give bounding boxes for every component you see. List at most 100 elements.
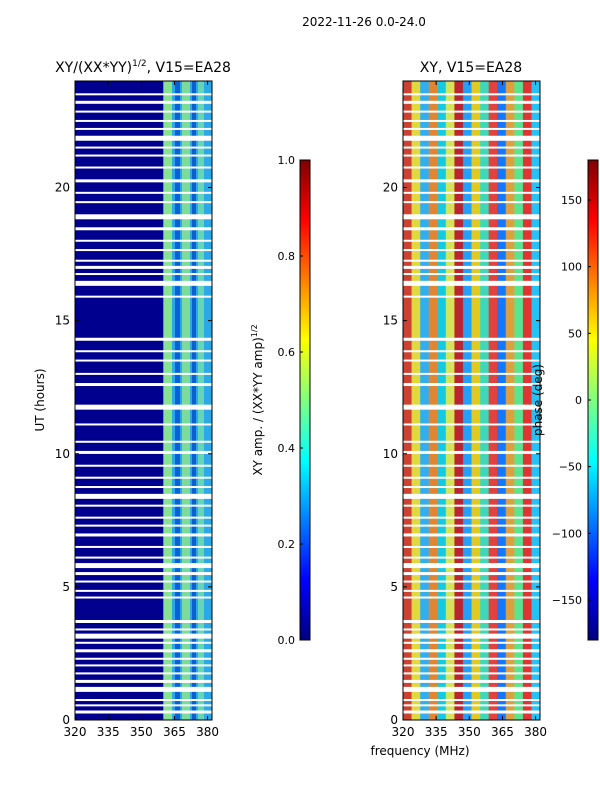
amplitude-band-dark-2: [192, 81, 196, 720]
amplitude-colorbar-ticks: 0.0 0.2 0.4 0.6 0.8 1.0: [278, 154, 303, 647]
phase-band: [514, 81, 524, 720]
amplitude-xtick-label: 380: [196, 725, 219, 739]
phase-flag-gap: [403, 166, 540, 169]
amplitude-yticks: 0 5 10 15 20: [55, 181, 212, 727]
phase-flag-gap: [403, 533, 540, 537]
amplitude-flag-gap: [75, 265, 212, 269]
phase-flag-gap: [403, 265, 540, 269]
amplitude-flag-gap: [75, 619, 212, 623]
amplitude-flag-gap: [75, 572, 212, 576]
amplitude-band-dark: [175, 81, 180, 720]
amplitude-flag-gap: [75, 563, 212, 569]
phase-flag-gap: [403, 214, 540, 220]
phase-colorbar-tick-label: −100: [552, 527, 582, 540]
phase-flag-gap: [403, 127, 540, 130]
amplitude-flag-gap: [75, 93, 212, 96]
amplitude-flag-gap: [75, 239, 212, 242]
amplitude-flag-gap: [75, 641, 212, 644]
phase-colorbar-tick-label: 50: [568, 327, 582, 340]
amplitude-flag-gap: [75, 704, 212, 707]
amplitude-colorbar-tick-label: 0.0: [278, 634, 296, 647]
phase-band: [420, 81, 430, 720]
phase-ytick-label: 20: [383, 181, 398, 195]
phase-flag-gap: [403, 273, 540, 276]
amplitude-flag-gap: [75, 533, 212, 537]
phase-xtick-label: 365: [491, 725, 514, 739]
phase-colorbar-label: phase (deg): [531, 364, 545, 436]
phase-flag-gap: [403, 227, 540, 231]
phase-flag-gap: [403, 249, 540, 252]
phase-band: [531, 81, 541, 720]
amplitude-flag-gap: [75, 280, 212, 286]
phase-flag-gap: [403, 545, 540, 548]
amplitude-flag-gap: [75, 545, 212, 548]
phase-flag-gap: [403, 119, 540, 122]
phase-xtick-label: 380: [524, 725, 547, 739]
phase-flag-gap: [403, 259, 540, 262]
amplitude-band-bright-2: [182, 81, 190, 720]
amplitude-title-sup: 1/2: [132, 59, 146, 69]
amplitude-flag-gap: [75, 372, 212, 375]
amplitude-flag-gap: [75, 146, 212, 149]
amplitude-flag-gap: [75, 154, 212, 157]
amplitude-ytick-label: 10: [55, 447, 70, 461]
amplitude-flag-gap: [75, 589, 212, 592]
phase-colorbar-ticks: 150 100 50 0 −50 −100 −150: [552, 194, 591, 607]
phase-flag-gap: [403, 556, 540, 559]
phase-xticks: 320 335 350 365 380: [392, 81, 547, 739]
amplitude-flag-gap: [75, 110, 212, 113]
amplitude-colorbar-tick-label: 0.4: [278, 442, 296, 455]
amplitude-xtick-label: 335: [97, 725, 120, 739]
amplitude-flag-gap: [75, 464, 212, 467]
amplitude-xtick-label: 350: [130, 725, 153, 739]
amplitude-flag-gap: [75, 664, 212, 667]
amplitude-flag-gap: [75, 596, 212, 599]
phase-yticks: 0 5 10 15 20: [383, 181, 540, 727]
amplitude-flag-gap: [75, 119, 212, 122]
phase-flag-gap: [403, 524, 540, 527]
phase-flag-gap: [403, 239, 540, 242]
phase-flag-gap: [403, 580, 540, 583]
phase-ytick-label: 15: [383, 314, 398, 328]
phase-band: [497, 81, 507, 720]
phase-flag-gap: [403, 589, 540, 592]
phase-flag-gap: [403, 191, 540, 194]
phase-flag-gap: [403, 516, 540, 519]
phase-flag-gap: [403, 504, 540, 507]
phase-flag-gap: [403, 657, 540, 660]
amplitude-flag-gap: [75, 493, 212, 499]
phase-flag-gap: [403, 201, 540, 204]
phase-flag-gap: [403, 135, 540, 141]
phase-colorbar-tick-label: 0: [575, 394, 582, 407]
phase-band: [462, 81, 472, 720]
amplitude-flag-gap: [75, 486, 212, 489]
phase-band: [471, 81, 481, 720]
amplitude-flag-gap: [75, 100, 212, 104]
amplitude-heatmap: [75, 81, 212, 720]
phase-band: [505, 81, 515, 720]
phase-frame: [402, 80, 541, 721]
amplitude-flag-gap: [75, 259, 212, 262]
amplitude-xtick-label: 365: [163, 725, 186, 739]
amplitude-flag-gap: [75, 649, 212, 653]
amplitude-flag-gap: [75, 686, 212, 692]
amplitude-flag-gap: [75, 504, 212, 507]
amplitude-flag-gap: [75, 404, 212, 410]
amplitude-colorbar-tick-label: 0.8: [278, 250, 296, 263]
amplitude-flag-gap: [75, 633, 212, 639]
amplitude-flag-gap: [75, 135, 212, 141]
amplitude-title-text: XY/(XX*YY): [55, 60, 132, 76]
phase-band: [437, 81, 447, 720]
phase-band: [522, 81, 532, 720]
amplitude-flag-gap: [75, 440, 212, 443]
amplitude-flag-gap: [75, 214, 212, 220]
phase-flag-gap: [403, 423, 540, 426]
phase-flag-gap: [403, 563, 540, 569]
amplitude-flag-gap: [75, 179, 212, 183]
phase-flag-gap: [403, 359, 540, 362]
phase-flag-gap: [403, 404, 540, 410]
amplitude-flag-gap: [75, 628, 212, 631]
phase-ytick-label: 10: [383, 447, 398, 461]
phase-colorbar-tick-label: 150: [561, 194, 582, 207]
